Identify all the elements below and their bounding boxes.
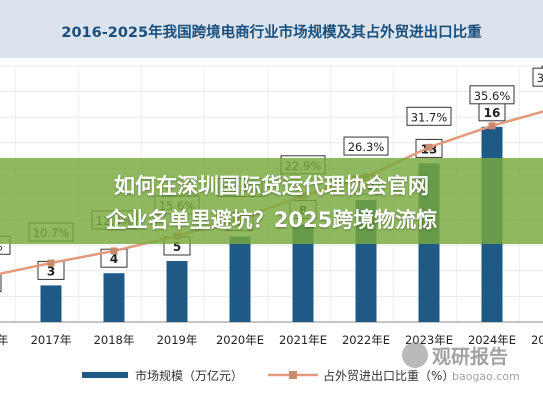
x-tick-label: 2018年: [94, 333, 135, 347]
x-tick-label: 2021年E: [279, 333, 327, 347]
banner-line-1: 如何在深圳国际货运代理协会官网: [114, 174, 429, 198]
bar: [229, 236, 251, 322]
x-tick-label: 2020年E: [216, 333, 264, 347]
x-tick-label: 2016年: [0, 333, 8, 347]
bar-data-label: 16: [484, 106, 501, 120]
title-band: [0, 0, 543, 58]
legend-bar-label: 市场规模（万亿元）: [135, 368, 243, 383]
bar-data-label: 3: [47, 264, 55, 278]
x-tick-label: 2025年E: [531, 333, 543, 347]
legend-bar-swatch: [82, 372, 128, 378]
line-point: [425, 143, 433, 151]
legend-line-label: 占外贸进出口比重（%）: [323, 368, 454, 383]
line-point: [47, 259, 55, 267]
bar-data-label: 4: [110, 252, 118, 266]
watermark-logo-icon: [402, 342, 428, 368]
line-data-label: 26.3%: [348, 140, 385, 154]
x-tick-label: 2022年E: [342, 333, 390, 347]
line-label-box: [343, 136, 389, 156]
watermark-url: baogao.com: [452, 370, 520, 383]
line-data-label: 8.3%: [0, 239, 3, 253]
line-data-label: 38.8%: [537, 71, 543, 85]
x-tick-label: 2017年: [31, 333, 72, 347]
bar-label-box: [0, 273, 2, 293]
banner-line-2: 企业名单里避坑？2025跨境物流惊: [105, 208, 438, 232]
bar: [292, 224, 314, 322]
bar: [40, 285, 62, 322]
line-point: [488, 122, 496, 130]
x-tick-label: 2019年: [157, 333, 198, 347]
line-label-box: [469, 85, 515, 105]
line-data-label: 31.7%: [411, 110, 448, 124]
line-point: [110, 247, 118, 255]
legend-line-marker: [289, 371, 297, 379]
line-label-box: [406, 106, 452, 126]
line-label-box: [0, 235, 11, 255]
x-tick-label: 2024年E: [468, 333, 516, 347]
line-label-box: [532, 67, 543, 87]
overlay-banner: 如何在深圳国际货运代理协会官网 企业名单里避坑？2025跨境物流惊: [0, 158, 543, 244]
watermark-name: 观研报告: [432, 346, 509, 368]
line-data-label: 35.6%: [474, 89, 511, 103]
chart-title: 2016-2025年我国跨境电商行业市场规模及其占外贸进出口比重: [61, 23, 482, 41]
bar: [103, 273, 125, 322]
bar: [166, 261, 188, 322]
bar-data-label: 5: [173, 240, 181, 254]
